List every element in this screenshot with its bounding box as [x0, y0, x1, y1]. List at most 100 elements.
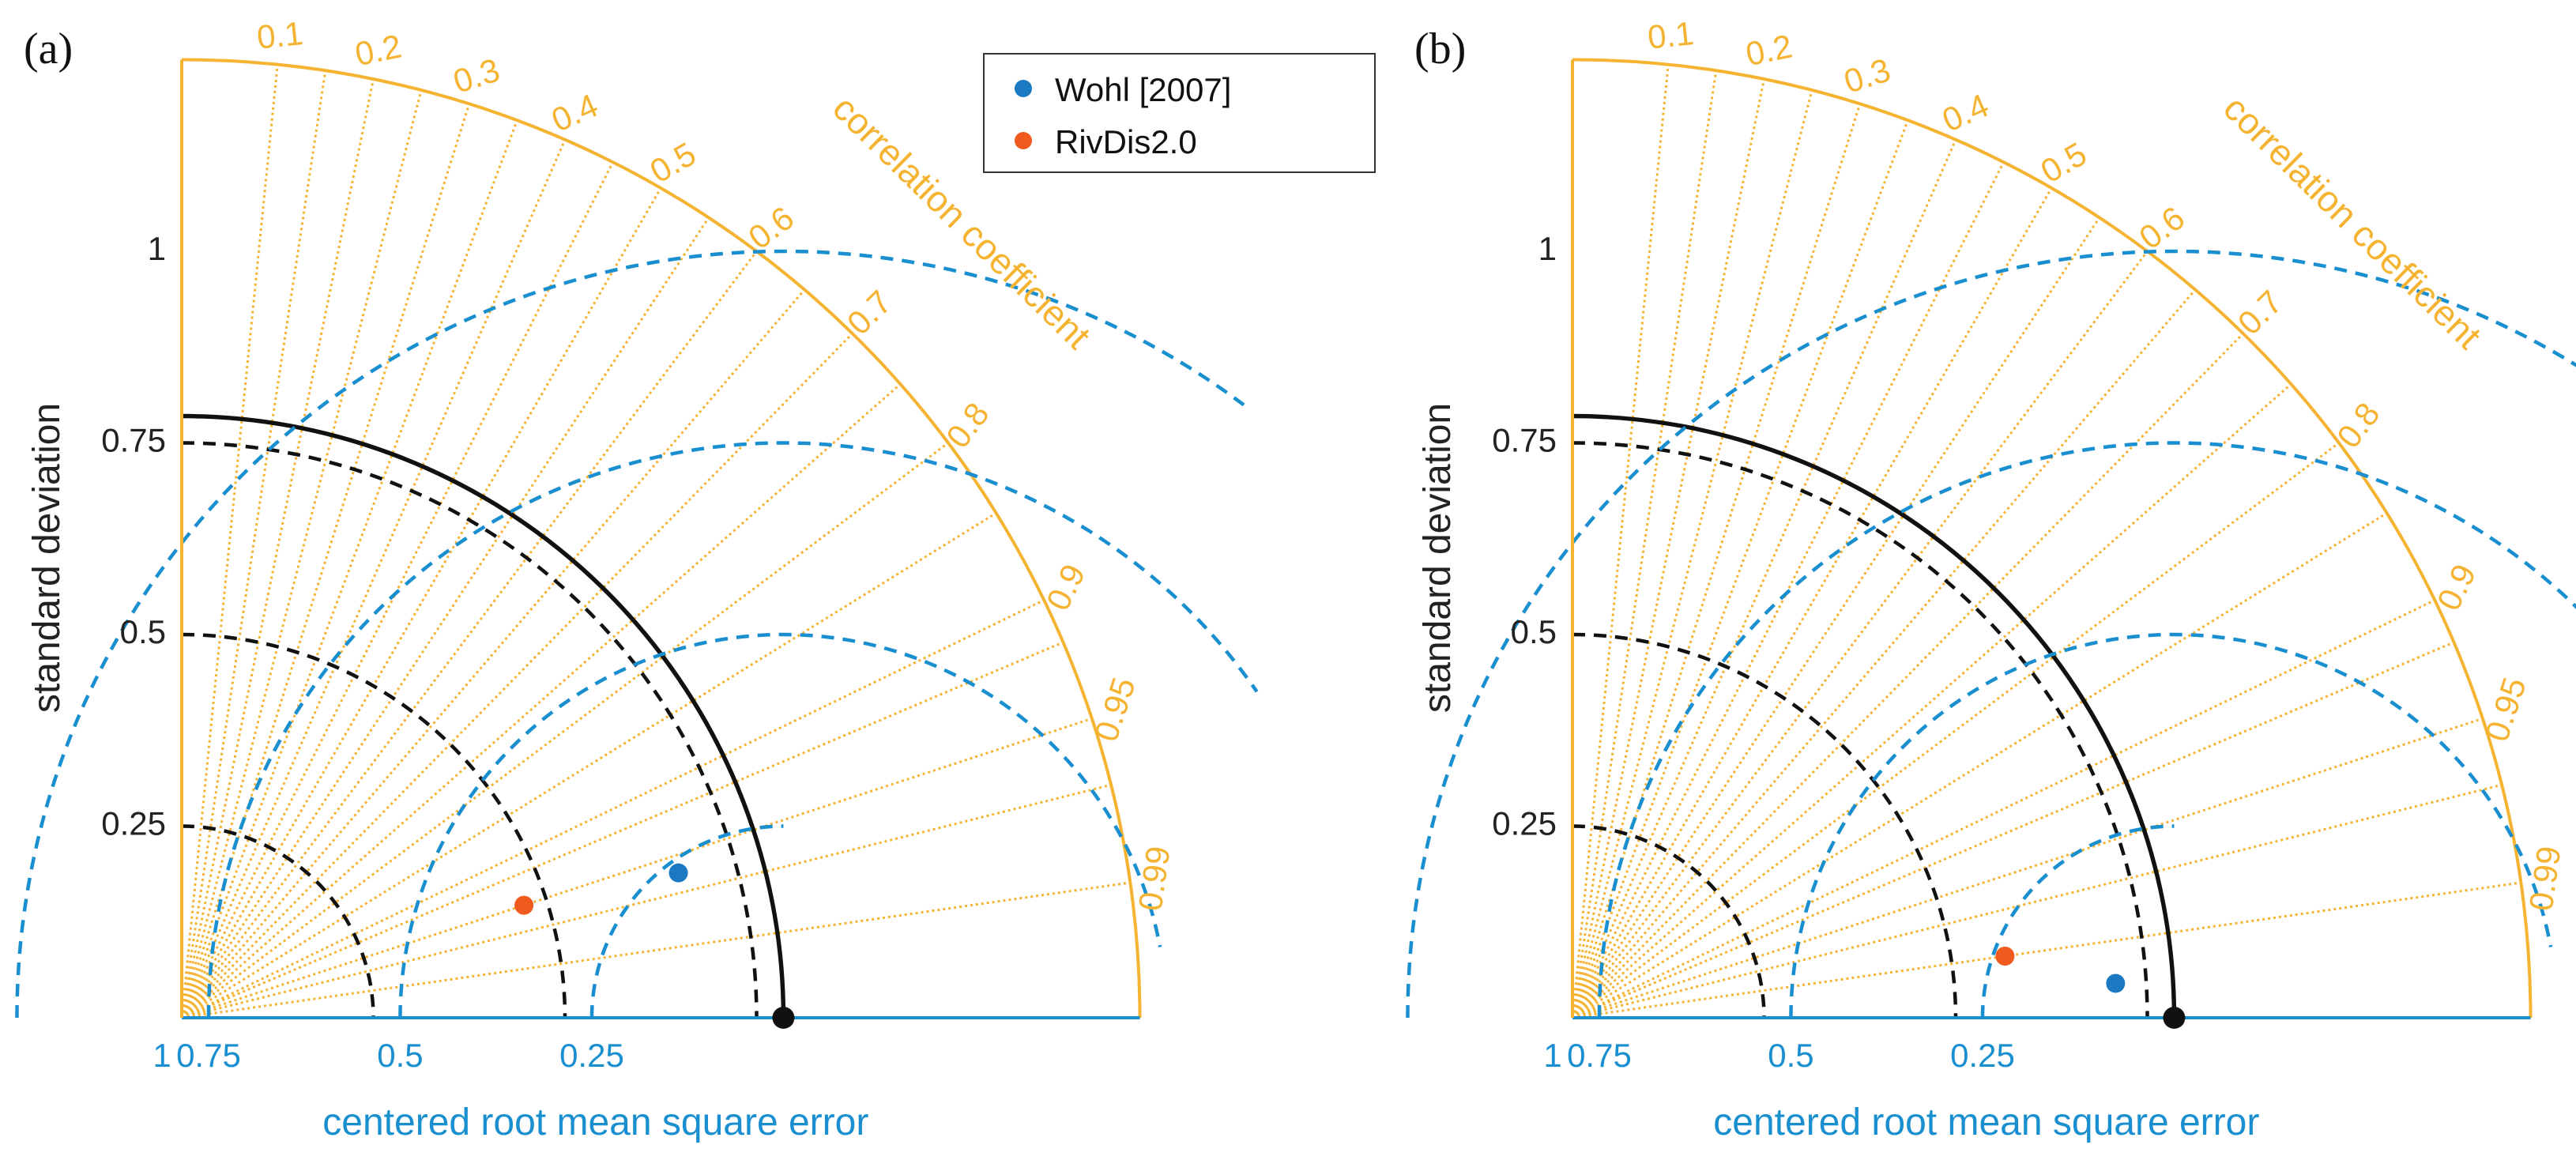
- std-axis-label: standard deviation: [26, 403, 68, 713]
- correlation-spoke: [1571, 119, 1909, 1019]
- correlation-spoke: [1572, 512, 2388, 1019]
- tick-labels: 0.1 0.20.30.40.50.60.70.80.90.950.990.250…: [1492, 14, 2567, 1074]
- rmse-tick-label: 0.25: [1950, 1037, 2015, 1074]
- correlation-spoke: [1571, 250, 2149, 1019]
- legend-marker-rivdis: [1015, 132, 1032, 149]
- correlation-spoke: [1571, 288, 2197, 1019]
- reference-std-arc: [1572, 413, 2177, 1019]
- std-tick-label: 0.25: [1492, 805, 1557, 842]
- correlation-spoke: [181, 881, 1131, 1019]
- grid-lines: [1406, 58, 2576, 1019]
- grid-lines: [15, 58, 1259, 1019]
- correlation-spoke: [180, 89, 423, 1019]
- correlation-tick-label: 0.2: [1742, 28, 1795, 73]
- correlation-spoke: [1572, 881, 2521, 1019]
- std-tick-label: 0.75: [101, 422, 166, 459]
- correlation-spoke: [180, 250, 758, 1019]
- data-points: [514, 863, 795, 1029]
- std-tick-label: 0.5: [1511, 613, 1557, 650]
- rmse-circle: [1597, 441, 2576, 1019]
- panel-label: (a): [24, 24, 73, 73]
- legend: Wohl [2007] RivDis2.0: [983, 53, 1376, 173]
- rmse-circle: [206, 441, 1259, 1019]
- std-tick-label: 1: [1538, 230, 1557, 267]
- correlation-spoke: [1571, 333, 2244, 1019]
- correlation-arc: [181, 58, 1142, 1019]
- correlation-tick-label: 0.8: [939, 396, 996, 455]
- correlation-spoke: [1571, 89, 1813, 1019]
- correlation-spoke: [1571, 217, 2101, 1019]
- correlation-tick-label: 0.7: [2231, 283, 2290, 341]
- reference-std-arc: [181, 413, 786, 1019]
- correlation-spoke: [181, 641, 1064, 1019]
- correlation-spoke: [181, 512, 997, 1019]
- correlation-tick-label: 0.4: [546, 86, 603, 138]
- panel-a: (a) 0.1 0.20.30.40.50.60.70.80.90.950.990…: [15, 14, 1376, 1143]
- rmse-circle: [1789, 632, 2553, 1019]
- correlation-spoke: [1572, 442, 2340, 1019]
- correlation-spoke: [181, 599, 1045, 1019]
- rmse-tick-label: 0.5: [377, 1037, 423, 1074]
- rmse-axis-label: centered root mean square error: [1713, 1102, 2259, 1143]
- data-point: [668, 863, 688, 883]
- correlation-spoke: [180, 139, 567, 1019]
- rmse-axis-label: centered root mean square error: [322, 1102, 868, 1143]
- rmse-tick-label: 1: [153, 1037, 171, 1074]
- reference-point: [2163, 1007, 2186, 1029]
- correlation-spoke: [180, 64, 279, 1019]
- correlation-spoke: [1571, 139, 1957, 1019]
- correlation-spoke: [1572, 783, 2503, 1019]
- correlation-spoke: [1571, 64, 1670, 1019]
- data-point: [1995, 947, 2015, 966]
- legend-box: [983, 53, 1376, 173]
- correlation-spoke: [1571, 78, 1765, 1019]
- correlation-tick-label: 0.1: [1646, 14, 1696, 56]
- std-tick-label: 0.5: [120, 613, 166, 650]
- std-tick-label: 0.25: [101, 805, 166, 842]
- std-arc: [1572, 824, 1766, 1019]
- correlation-spoke: [180, 161, 614, 1019]
- correlation-spoke: [180, 70, 327, 1019]
- correlation-tick-label: 0.3: [449, 51, 504, 100]
- correlation-spoke: [1572, 641, 2455, 1019]
- rmse-circle: [398, 632, 1162, 1019]
- std-tick-label: 1: [148, 230, 166, 267]
- correlation-spoke: [180, 119, 518, 1019]
- correlation-spoke: [1572, 717, 2484, 1019]
- rmse-tick-label: 1: [1543, 1037, 1561, 1074]
- std-arc: [181, 632, 567, 1019]
- correlation-spoke: [181, 382, 902, 1019]
- correlation-tick-label: 0.99: [2522, 844, 2568, 913]
- correlation-tick-label: 0.8: [2329, 396, 2387, 455]
- reference-point: [772, 1007, 795, 1029]
- std-arc: [181, 824, 375, 1019]
- rmse-tick-label: 0.5: [1768, 1037, 1813, 1074]
- correlation-tick-label: 0.2: [352, 28, 405, 73]
- legend-entry-wohl: Wohl [2007]: [1055, 71, 1231, 108]
- correlation-spoke: [1571, 161, 2005, 1019]
- std-arc: [1572, 441, 2149, 1019]
- correlation-spoke: [1572, 382, 2292, 1019]
- correlation-spoke: [180, 103, 471, 1019]
- correlation-spoke: [180, 78, 375, 1019]
- data-points: [1995, 947, 2186, 1029]
- correlation-tick-label: 0.3: [1840, 51, 1895, 100]
- correlation-arc: [1572, 58, 2533, 1019]
- correlation-spoke: [1571, 103, 1862, 1019]
- correlation-spoke: [181, 783, 1112, 1019]
- correlation-spoke: [1572, 599, 2435, 1019]
- rmse-circle: [1980, 824, 2175, 1019]
- panel-label: (b): [1414, 24, 1466, 73]
- correlation-tick-label: 0.7: [840, 283, 899, 341]
- rmse-tick-label: 0.25: [559, 1037, 624, 1074]
- rmse-circle: [589, 824, 784, 1019]
- rmse-tick-label: 0.75: [176, 1037, 241, 1074]
- correlation-tick-label: 0.99: [1132, 844, 1177, 913]
- correlation-spoke: [1571, 187, 2053, 1019]
- panel-b: (b) 0.1 0.20.30.40.50.60.70.80.90.950.990…: [1406, 14, 2576, 1143]
- std-arc: [1572, 632, 1958, 1019]
- legend-marker-wohl: [1015, 80, 1032, 97]
- rmse-tick-label: 0.75: [1567, 1037, 1632, 1074]
- correlation-spoke: [180, 288, 806, 1019]
